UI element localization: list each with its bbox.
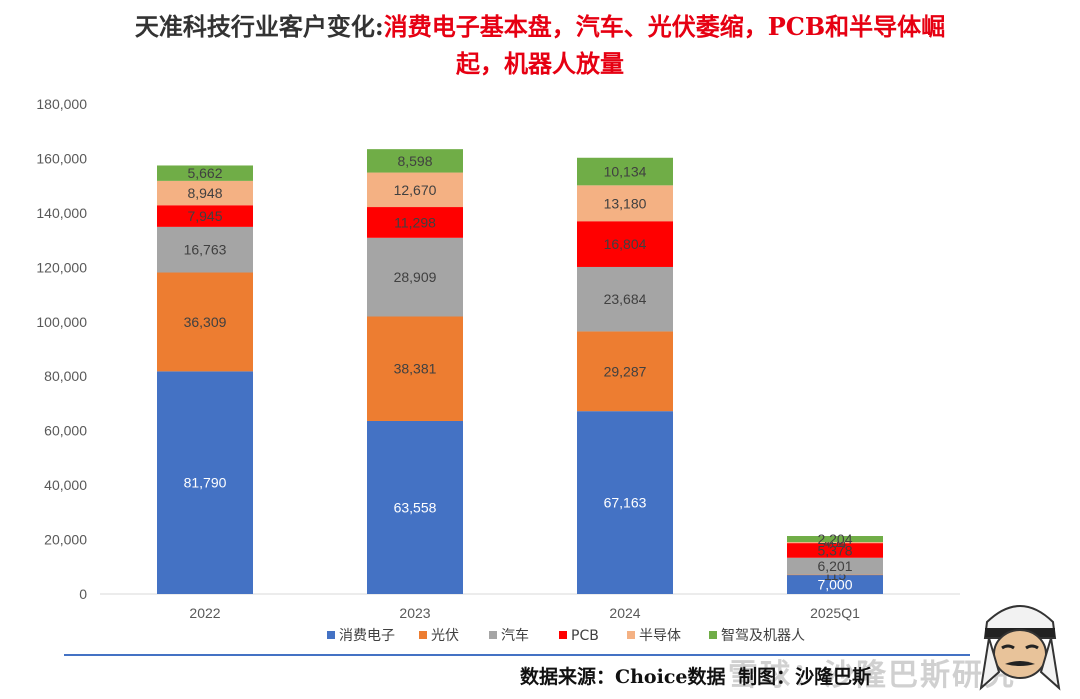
legend-label: 智驾及机器人 (721, 628, 805, 644)
x-tick-label: 2022 (189, 605, 220, 621)
bar-segment (367, 316, 463, 421)
y-tick-label: 140,000 (36, 205, 87, 221)
data-label: 10,134 (604, 164, 647, 180)
data-label: 7,945 (187, 208, 222, 224)
data-label: 67,163 (604, 495, 647, 511)
data-label: 16,804 (604, 236, 647, 252)
legend-swatch (559, 631, 567, 639)
x-tick-label: 2023 (399, 605, 430, 621)
bar-segment (157, 226, 253, 273)
bar-segment (787, 536, 883, 543)
legend-swatch (489, 631, 497, 639)
data-label: 38,381 (394, 361, 437, 377)
y-tick-label: 180,000 (36, 96, 87, 112)
bar-segment (367, 207, 463, 238)
data-label: 6,201 (817, 558, 852, 574)
source-label: 数据来源：Choice数据 (520, 666, 726, 688)
bar-segment (367, 420, 463, 594)
bar-segment (157, 272, 253, 372)
y-tick-label: 80,000 (44, 368, 87, 384)
data-label: 7,000 (817, 576, 852, 592)
bar-segment (787, 574, 883, 576)
data-label: 5,662 (187, 165, 222, 181)
title-highlight: 消费电子基本盘，汽车、光伏萎缩，PCB和半导体崛 (383, 12, 946, 41)
bar-segment (367, 149, 463, 173)
data-label: 23,684 (604, 291, 647, 307)
bar-segment (787, 543, 883, 558)
x-tick-label: 2024 (609, 605, 640, 621)
legend-swatch (327, 631, 335, 639)
title-prefix: 天准科技行业客户变化: (134, 12, 384, 41)
data-label: 8,948 (187, 185, 222, 201)
legend-swatch (709, 631, 717, 639)
data-label: 11,298 (394, 214, 436, 230)
bar-segment (787, 542, 883, 544)
data-source: 数据来源：Choice数据 制图：沙隆巴斯 (520, 662, 877, 689)
legend-swatch (419, 631, 427, 639)
legend-label: 光伏 (431, 628, 459, 644)
bar-segment (577, 157, 673, 186)
mascot-avatar (979, 605, 1061, 691)
bar-segment (577, 411, 673, 594)
data-label: 81,790 (184, 475, 227, 491)
footer-divider (64, 654, 970, 656)
data-label: 36,309 (184, 314, 227, 330)
data-label: 63,558 (394, 499, 437, 515)
y-tick-label: 60,000 (44, 423, 87, 439)
data-label: 16,763 (184, 242, 227, 258)
legend-label: 半导体 (639, 628, 681, 644)
data-label: 8,598 (397, 153, 432, 169)
y-tick-label: 160,000 (36, 150, 87, 166)
bar-segment (577, 185, 673, 222)
y-tick-label: 120,000 (36, 259, 87, 275)
bar-segment (577, 266, 673, 332)
y-tick-label: 0 (79, 586, 87, 602)
bar-segment (787, 574, 883, 594)
watermark: 雪球：沙隆巴斯研究 (728, 658, 1016, 693)
y-tick-label: 40,000 (44, 477, 87, 493)
bar-segment (577, 331, 673, 412)
bar-segment (157, 205, 253, 227)
bar-segment (157, 180, 253, 206)
y-tick-label: 20,000 (44, 532, 87, 548)
title-highlight-line2: 起，机器人放量 (456, 49, 624, 78)
data-label: 13,180 (604, 195, 647, 211)
legend-label: 消费电子 (339, 628, 395, 644)
legend-label: PCB (571, 628, 599, 644)
bar-segment (367, 172, 463, 208)
data-label: 2,204 (817, 531, 852, 547)
data-label: 12,670 (394, 182, 437, 198)
legend-swatch (627, 631, 635, 639)
source-note: 制图：沙隆巴斯 (738, 666, 872, 688)
y-tick-label: 100,000 (36, 314, 87, 330)
x-tick-label: 2025Q1 (810, 605, 860, 621)
bar-segment (157, 165, 253, 181)
bar-segment (577, 221, 673, 267)
bar-segment (787, 557, 883, 575)
data-label: 5,378 (817, 542, 852, 558)
bar-segment (157, 371, 253, 594)
chart-title: 天准科技行业客户变化:消费电子基本盘，汽车、光伏萎缩，PCB和半导体崛 起，机器… (40, 8, 1040, 82)
data-label: 29,287 (604, 363, 647, 379)
data-label: 28,909 (394, 269, 437, 285)
legend-label: 汽车 (501, 627, 529, 644)
bar-segment (367, 237, 463, 317)
